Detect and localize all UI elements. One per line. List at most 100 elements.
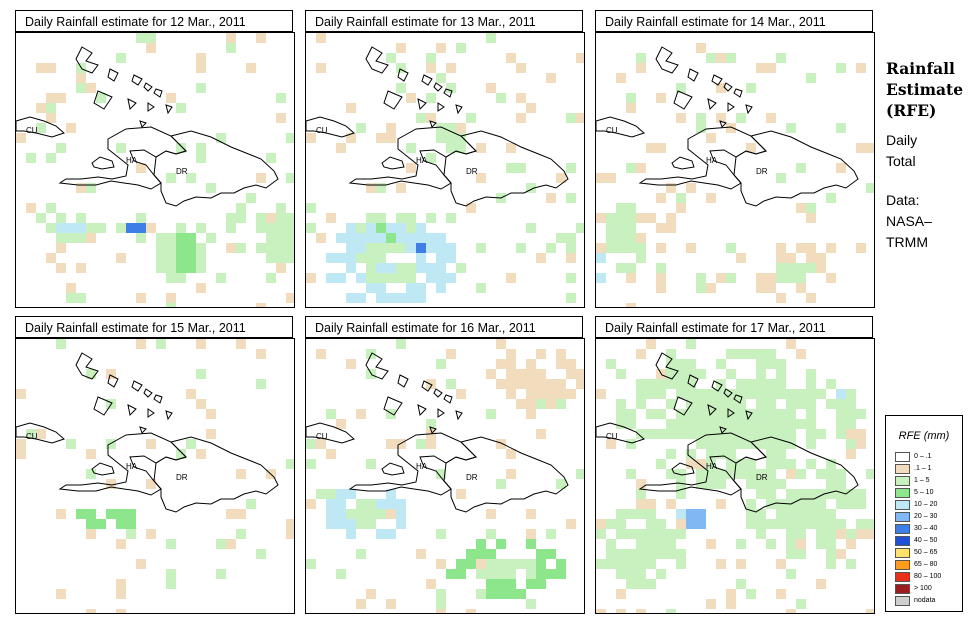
legend-swatch — [895, 524, 910, 534]
label-cuba: CU — [316, 126, 328, 135]
legend-item: nodata — [895, 596, 960, 607]
source-line: Data: — [886, 192, 920, 208]
coastline — [16, 46, 279, 207]
label-haiti: HA — [706, 462, 718, 471]
label-haiti: HA — [416, 462, 428, 471]
heading-line: Estimate — [886, 80, 964, 99]
legend-item: 80 – 100 — [895, 572, 960, 583]
rainfall-cells — [16, 339, 294, 613]
label-haiti: HA — [126, 462, 138, 471]
rfe-panel-13-mar: Daily Rainfall estimate for 13 Mar., 201… — [305, 10, 585, 308]
legend-swatch — [895, 452, 910, 462]
rfe-panel-17-mar: Daily Rainfall estimate for 17 Mar., 201… — [595, 316, 875, 614]
legend-label: 40 – 50 — [914, 537, 938, 544]
rainfall-cells — [596, 43, 874, 307]
map-svg: CU HA DR — [596, 43, 874, 307]
label-dominican-republic: DR — [176, 473, 188, 482]
coastline — [16, 352, 279, 513]
rainfall-map: CU HA DR — [595, 32, 875, 308]
source-line: NASA– — [886, 213, 932, 229]
legend-swatch — [895, 572, 910, 582]
label-cuba: CU — [26, 126, 38, 135]
period-line: Total — [886, 153, 916, 169]
coastline — [596, 352, 859, 513]
legend-swatch — [895, 500, 910, 510]
legend-swatch — [895, 560, 910, 570]
source-line: TRMM — [886, 234, 928, 250]
rainfall-map: CU HA DR — [15, 338, 295, 614]
map-svg: CU HA DR — [16, 33, 294, 307]
rainfall-map: CU HA DR — [595, 338, 875, 614]
rainfall-cells — [16, 33, 294, 307]
label-dominican-republic: DR — [756, 473, 768, 482]
legend-swatch — [895, 536, 910, 546]
rfe-legend: RFE (mm) 0 – .1 .1 – 1 1 – 5 5 – 10 10 – 20 2… — [885, 415, 963, 612]
label-dominican-republic: DR — [466, 473, 478, 482]
label-cuba: CU — [26, 432, 38, 441]
rainfall-map: CU HA DR — [15, 32, 295, 308]
legend-item: 5 – 10 — [895, 488, 960, 499]
legend-label: 5 – 10 — [914, 489, 934, 496]
legend-item: 50 – 65 — [895, 548, 960, 559]
rainfall-cells — [306, 339, 584, 613]
panel-title: Daily Rainfall estimate for 17 Mar., 201… — [595, 316, 873, 338]
coastline — [306, 352, 569, 513]
legend-label: nodata — [914, 597, 936, 604]
panel-title: Daily Rainfall estimate for 13 Mar., 201… — [305, 10, 583, 32]
legend-item: 10 – 20 — [895, 500, 960, 511]
label-cuba: CU — [606, 126, 618, 135]
label-dominican-republic: DR — [466, 167, 478, 176]
legend-swatch — [895, 476, 910, 486]
coastline — [306, 46, 569, 207]
label-dominican-republic: DR — [176, 167, 188, 176]
legend-label: 10 – 20 — [914, 501, 938, 508]
legend-label: 65 – 80 — [914, 561, 938, 568]
label-haiti: HA — [706, 156, 718, 165]
coastline — [596, 46, 859, 207]
label-cuba: CU — [316, 432, 328, 441]
sidebar-heading: Rainfall Estimate (RFE) — [886, 58, 963, 121]
map-svg: CU HA DR — [306, 33, 584, 303]
legend-swatch — [895, 464, 910, 474]
legend-label: 50 – 65 — [914, 549, 938, 556]
panel-title: Daily Rainfall estimate for 14 Mar., 201… — [595, 10, 873, 32]
legend-item: 65 – 80 — [895, 560, 960, 571]
heading-line: Rainfall — [886, 59, 955, 78]
legend-item: 30 – 40 — [895, 524, 960, 535]
legend-item: 0 – .1 — [895, 452, 960, 463]
rainfall-map: CU HA DR — [305, 32, 585, 308]
sidebar-period: Daily Total — [886, 130, 917, 172]
panel-title: Daily Rainfall estimate for 15 Mar., 201… — [15, 316, 293, 338]
rfe-panel-14-mar: Daily Rainfall estimate for 14 Mar., 201… — [595, 10, 875, 308]
map-svg: CU HA DR — [16, 339, 294, 613]
legend-label: 1 – 5 — [914, 477, 930, 484]
rfe-panel-12-mar: Daily Rainfall estimate for 12 Mar., 201… — [15, 10, 295, 308]
label-dominican-republic: DR — [756, 167, 768, 176]
legend-item: .1 – 1 — [895, 464, 960, 475]
legend-swatch — [895, 596, 910, 606]
legend-swatch — [895, 584, 910, 594]
legend-label: 20 – 30 — [914, 513, 938, 520]
rainfall-cells — [306, 33, 584, 303]
label-haiti: HA — [126, 156, 138, 165]
rfe-panel-16-mar: Daily Rainfall estimate for 16 Mar., 201… — [305, 316, 585, 614]
legend-title: RFE (mm) — [898, 430, 950, 442]
panel-title: Daily Rainfall estimate for 12 Mar., 201… — [15, 10, 293, 32]
legend-swatch — [895, 512, 910, 522]
sidebar-source: Data: NASA– TRMM — [886, 190, 932, 253]
legend-item: 20 – 30 — [895, 512, 960, 523]
rainfall-cells — [596, 339, 874, 613]
map-svg: CU HA DR — [596, 339, 874, 613]
legend-item: 1 – 5 — [895, 476, 960, 487]
legend-item: > 100 — [895, 584, 960, 595]
legend-swatch — [895, 548, 910, 558]
legend-label: 80 – 100 — [914, 573, 942, 580]
label-haiti: HA — [416, 156, 428, 165]
panel-title: Daily Rainfall estimate for 16 Mar., 201… — [305, 316, 583, 338]
legend-swatch — [895, 488, 910, 498]
heading-line: (RFE) — [886, 101, 937, 120]
legend-label: .1 – 1 — [914, 465, 932, 472]
legend-item: 40 – 50 — [895, 536, 960, 547]
rfe-panel-15-mar: Daily Rainfall estimate for 15 Mar., 201… — [15, 316, 295, 614]
legend-label: 30 – 40 — [914, 525, 938, 532]
